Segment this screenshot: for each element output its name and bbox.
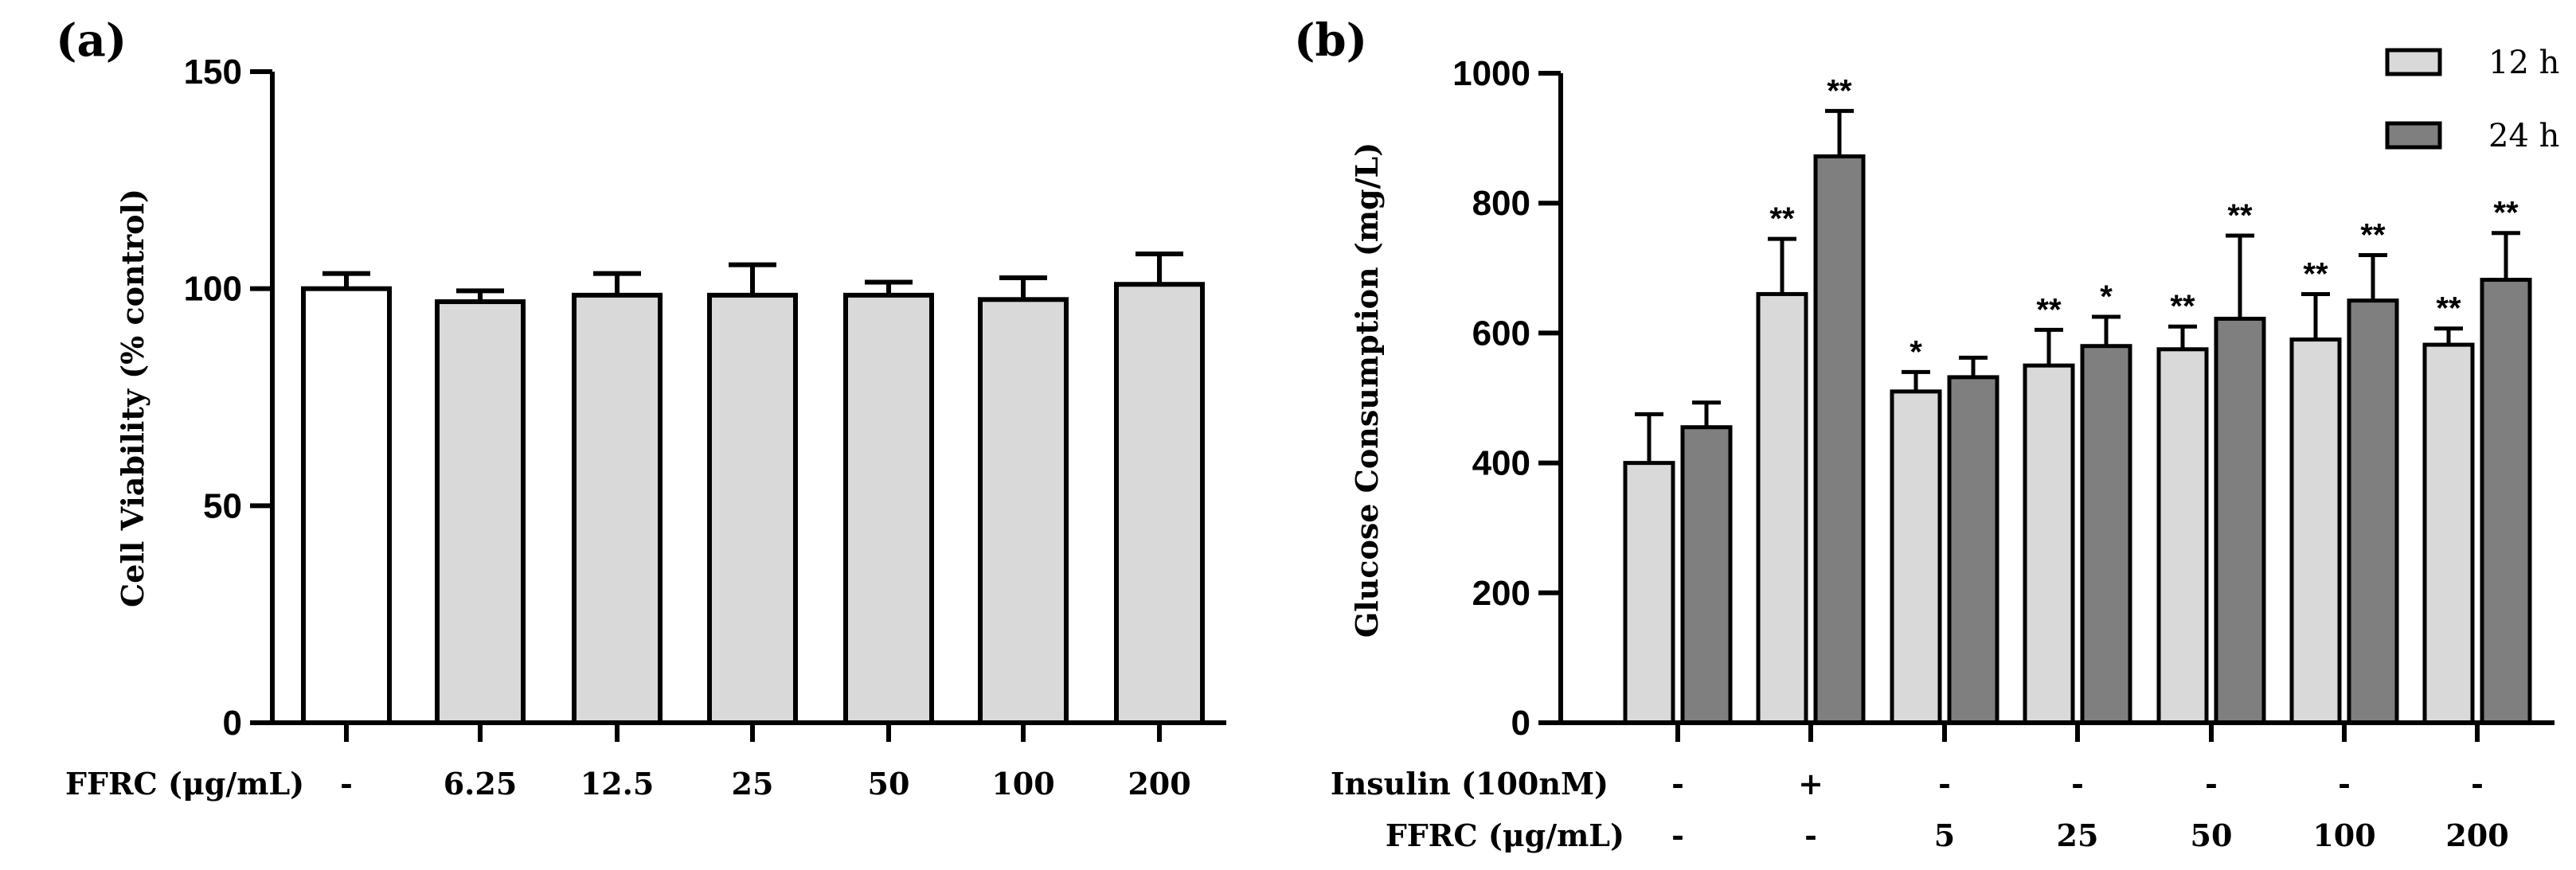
panel-b-ffrc-label: 200 <box>2445 817 2508 853</box>
panel-a-xtick-label: 6.25 <box>444 766 518 802</box>
panel-b-significance: ** <box>1769 201 1795 236</box>
panel-a-y-ticks: 0 50 100 150 <box>184 53 272 743</box>
panel-b-bar <box>2480 277 2532 725</box>
panel-b-bar <box>2347 298 2399 725</box>
panel-b-ytick-label: 800 <box>1472 184 1530 223</box>
panel-b-ffrc-label: 100 <box>2312 817 2375 853</box>
panel-b-significance: ** <box>2036 292 2062 327</box>
panel-b-significance: * <box>2100 279 2113 314</box>
panel-b-bar <box>2422 342 2475 725</box>
panel-b-x-categories: - - + - - 5 - 25 - 50 - 100 - 200 <box>1671 723 2509 853</box>
panel-b-ytick-label: 400 <box>1472 444 1530 483</box>
panel-b-bar <box>1756 291 1808 725</box>
panel-b-bar <box>2023 363 2075 725</box>
panel-b-label: (b) <box>1294 14 1367 67</box>
panel-b-significance: ** <box>2227 198 2253 233</box>
panel-a-ytick-label: 50 <box>203 486 242 525</box>
panel-b-legend: 12 h 24 h <box>2385 45 2559 154</box>
panel-b-bar <box>1890 389 1942 725</box>
panel-a-x-categories: - 6.25 12.5 25 50 100 200 <box>340 723 1191 802</box>
panel-a-bar <box>435 299 526 725</box>
panel-b-ytick-label: 1000 <box>1452 54 1530 93</box>
panel-b-significance: ** <box>1827 73 1852 108</box>
panel-a-xtick-label: - <box>340 766 353 802</box>
panel-b-ffrc-label: 25 <box>2057 817 2099 853</box>
panel-a-ytick-label: 150 <box>184 53 242 92</box>
panel-b-insulin-label: - <box>2338 766 2351 802</box>
panel-a-bar <box>301 286 392 725</box>
panel-a-axes <box>270 72 1226 725</box>
panel-b-ytick-label: 0 <box>1511 704 1530 743</box>
panel-b-bar <box>2214 316 2266 725</box>
panel-b-insulin-label: - <box>1938 766 1951 802</box>
legend-label-12h: 12 h <box>2488 45 2559 81</box>
panel-b-ffrc-label: 50 <box>2191 817 2233 853</box>
panel-b-significance: ** <box>2436 291 2461 326</box>
panel-a-ytick-label: 0 <box>223 704 242 743</box>
panel-a-ffrc-row-label: FFRC (μg/mL) <box>65 766 304 802</box>
panel-b-significance: ** <box>2303 256 2328 291</box>
panel-b-bar <box>2080 344 2132 725</box>
panel-b-insulin-row-label: Insulin (100nM) <box>1331 766 1609 802</box>
panel-b-ffrc-label: 5 <box>1934 817 1955 853</box>
panel-b-bar <box>1623 461 1675 725</box>
panel-b-ffrc-label: - <box>1671 817 1684 853</box>
panel-a-xtick-label: 50 <box>868 766 910 802</box>
panel-b-insulin-label: + <box>1798 766 1824 802</box>
panel-b-significance: * <box>1910 334 1922 369</box>
panel-a-label: (a) <box>56 14 127 67</box>
panel-b-bar <box>1813 154 1866 725</box>
panel-b-insulin-label: - <box>2205 766 2218 802</box>
legend-swatch-24h <box>2385 121 2442 150</box>
panel-b-significance: ** <box>2493 196 2519 231</box>
panel-a-xtick-label: 100 <box>991 766 1054 802</box>
legend-label-24h: 24 h <box>2488 118 2559 154</box>
panel-b-bar <box>2156 347 2209 725</box>
panel-b-insulin-label: - <box>2071 766 2084 802</box>
panel-b-bar <box>1947 375 1999 725</box>
panel-b-axes <box>1558 73 2555 725</box>
panel-b-bars: ******* * ************ <box>1623 73 2532 725</box>
panel-b-insulin-label: - <box>2471 766 2484 802</box>
panel-a-ytick-label: 100 <box>184 270 242 309</box>
panel-a-xtick-label: 25 <box>732 766 774 802</box>
panel-b-significance: ** <box>2170 289 2195 324</box>
panel-b-ffrc-label: - <box>1804 817 1817 853</box>
panel-a-bars <box>301 252 1205 726</box>
panel-b-ytick-label: 200 <box>1472 574 1530 613</box>
panel-a-bar <box>1114 282 1205 726</box>
panel-b-ytick-label: 600 <box>1472 314 1530 353</box>
panel-a-bar <box>572 292 663 725</box>
panel-a-xtick-label: 12.5 <box>580 766 655 802</box>
legend-swatch-12h <box>2385 48 2442 76</box>
panel-b-insulin-label: - <box>1671 766 1684 802</box>
panel-a-bar <box>843 292 934 725</box>
panel-b-bar <box>1680 425 1733 725</box>
panel-a-xtick-label: 200 <box>1128 766 1190 802</box>
panel-a-bar <box>978 297 1069 725</box>
panel-b-bar <box>2289 337 2342 725</box>
panel-b-y-ticks: 0 200 400 600 800 1000 <box>1452 54 1561 743</box>
panel-b-ffrc-row-label: FFRC (μg/mL) <box>1386 817 1624 853</box>
panel-b-ylabel: Glucose Consumption (mg/L) <box>1349 142 1385 638</box>
panel-b-significance: ** <box>2360 217 2386 252</box>
panel-a-ylabel: Cell Viability (% control) <box>115 189 150 607</box>
panel-a-bar <box>707 292 798 725</box>
